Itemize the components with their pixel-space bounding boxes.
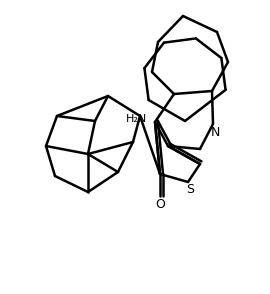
Text: O: O bbox=[155, 198, 165, 211]
Text: S: S bbox=[186, 183, 194, 196]
Text: N: N bbox=[210, 126, 220, 138]
Text: H₂N: H₂N bbox=[126, 114, 148, 124]
